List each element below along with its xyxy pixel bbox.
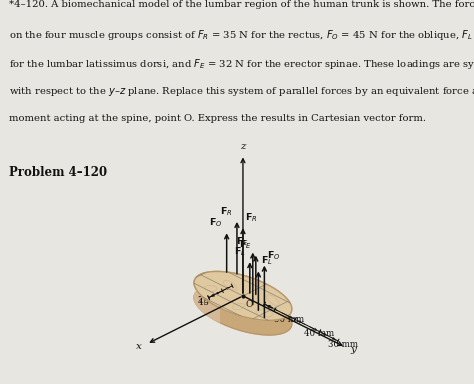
Text: x: x [136, 342, 142, 351]
Text: $\mathbf{F}_L$: $\mathbf{F}_L$ [234, 245, 246, 258]
Polygon shape [194, 286, 292, 335]
Text: $\mathbf{F}_R$: $\mathbf{F}_R$ [220, 205, 233, 218]
Text: 50 mm: 50 mm [274, 315, 304, 324]
Text: on the four muscle groups consist of $F_R$ = 35 N for the rectus, $F_O$ = 45 N f: on the four muscle groups consist of $F_… [9, 28, 474, 42]
Text: *4–120. A biomechanical model of the lumbar region of the human trunk is shown. : *4–120. A biomechanical model of the lum… [9, 0, 474, 9]
Text: $\mathbf{F}_O$: $\mathbf{F}_O$ [209, 217, 222, 229]
Text: with respect to the $y$–$z$ plane. Replace this system of parallel forces by an : with respect to the $y$–$z$ plane. Repla… [9, 85, 474, 98]
Text: $\mathbf{F}_L$: $\mathbf{F}_L$ [261, 255, 273, 267]
Text: z: z [240, 142, 246, 151]
Text: moment acting at the spine, point O. Express the results in Cartesian vector for: moment acting at the spine, point O. Exp… [9, 114, 427, 122]
Text: for the lumbar latissimus dorsi, and $F_E$ = 32 N for the erector spinae. These : for the lumbar latissimus dorsi, and $F_… [9, 57, 474, 71]
Text: 45 mm: 45 mm [198, 298, 228, 308]
Text: 15 mm: 15 mm [259, 310, 290, 319]
Text: $\mathbf{F}_O$: $\mathbf{F}_O$ [266, 249, 280, 262]
Text: 75 mm: 75 mm [198, 296, 228, 305]
Text: y: y [351, 345, 356, 354]
Text: $\mathbf{F}_E$: $\mathbf{F}_E$ [236, 236, 248, 248]
Text: $\mathbf{F}_E$: $\mathbf{F}_E$ [239, 239, 252, 252]
Polygon shape [194, 271, 266, 322]
Text: 30 mm: 30 mm [328, 340, 358, 349]
Polygon shape [194, 271, 292, 320]
Text: 40 mm: 40 mm [304, 329, 335, 338]
Text: $\mathbf{F}_R$: $\mathbf{F}_R$ [245, 212, 258, 224]
Text: O: O [246, 300, 253, 309]
Text: Problem 4–120: Problem 4–120 [9, 166, 108, 179]
